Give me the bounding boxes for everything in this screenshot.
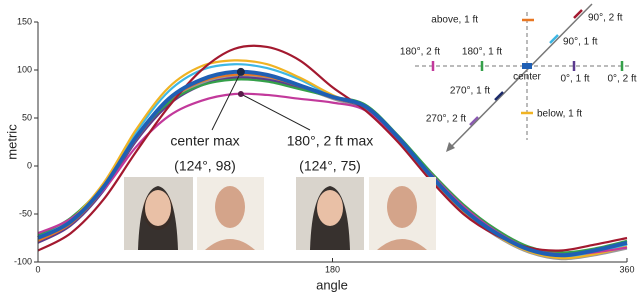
position-label: 180°, 2 ft	[400, 47, 440, 58]
face-images	[124, 177, 436, 250]
position-label: center	[513, 72, 541, 83]
position-label: 90°, 1 ft	[563, 37, 598, 48]
y-tick-label: 50	[22, 112, 32, 122]
head	[387, 186, 417, 228]
y-tick-label: -100	[14, 256, 32, 266]
y-axis-label: metric	[4, 124, 19, 160]
head	[215, 186, 245, 228]
y-tick-label: 150	[17, 16, 32, 26]
annotation-label: center max	[170, 133, 239, 149]
chart: metric angle above, 1 ft 90°, 2 ft 90°, 1 …	[0, 0, 642, 296]
position-label: 270°, 2 ft	[426, 114, 466, 125]
center-marker	[522, 63, 532, 69]
position-label: 0°, 1 ft	[560, 74, 589, 85]
position-label: 180°, 1 ft	[462, 47, 502, 58]
position-label: 90°, 2 ft	[588, 13, 623, 24]
position-label: 0°, 2 ft	[607, 74, 636, 85]
annotation-coords: (124°, 75)	[299, 158, 361, 174]
position-label: below, 1 ft	[537, 109, 582, 120]
y-tick-label: 0	[27, 160, 32, 170]
x-tick-label: 0	[35, 264, 40, 274]
max-marker	[238, 91, 244, 97]
y-tick-label: 100	[17, 64, 32, 74]
position-label: above, 1 ft	[431, 15, 478, 26]
x-tick-label: 360	[619, 264, 634, 274]
y-tick-label: -50	[19, 208, 32, 218]
face	[317, 190, 343, 226]
x-axis-label: angle	[316, 277, 348, 292]
position-label: 270°, 1 ft	[450, 86, 490, 97]
position-tick	[574, 10, 582, 18]
max-marker	[237, 68, 245, 76]
annotation-coords: (124°, 98)	[174, 158, 236, 174]
x-tick-label: 180	[325, 264, 340, 274]
annotation-label: 180°, 2 ft max	[287, 133, 374, 149]
position-diagram: above, 1 ft 90°, 2 ft 90°, 1 ft 180°, 2 ft 1…	[400, 4, 637, 152]
face	[145, 190, 171, 226]
